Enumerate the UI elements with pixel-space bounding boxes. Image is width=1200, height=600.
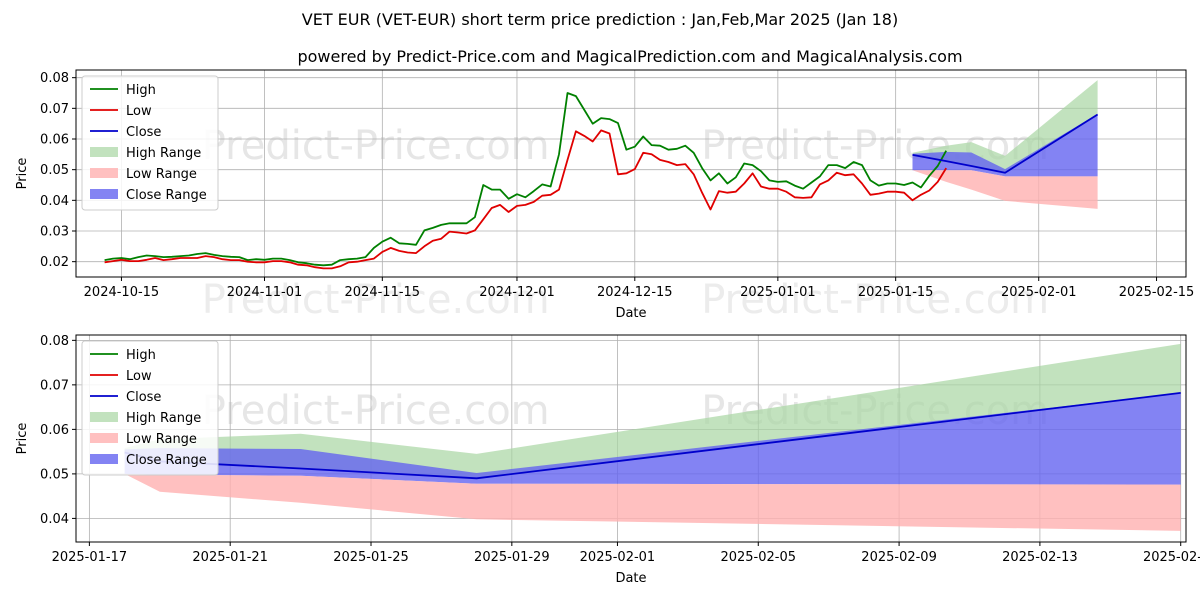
- x-tick-label: 2025-02-09: [861, 550, 937, 565]
- plot-frame: [75, 69, 1187, 278]
- y-tick-label: 0.04: [40, 512, 69, 527]
- legend-label: High: [126, 348, 156, 363]
- y-tick-label: 0.07: [40, 102, 69, 117]
- high-range-legend-swatch: [90, 147, 118, 157]
- legend: High Low Close High Range Low Range Close Ran…: [81, 340, 219, 476]
- x-tick-label: 2025-01-21: [192, 550, 268, 565]
- low-range-area: [912, 170, 1098, 209]
- y-tick-label: 0.08: [40, 334, 69, 349]
- y-axis-label: Price: [15, 158, 30, 190]
- legend-label: High Range: [126, 146, 201, 161]
- legend-label: High Range: [126, 411, 201, 426]
- x-tick-label: 2024-12-15: [597, 285, 673, 300]
- y-axis-label: Price: [15, 423, 30, 455]
- high-range-area: [124, 343, 1181, 479]
- high-range-legend-swatch: [90, 412, 118, 422]
- legend: High Low Close High Range Low Range Close Ran…: [81, 75, 219, 211]
- y-tick-label: 0.02: [40, 255, 69, 270]
- legend-label: Low Range: [126, 432, 197, 447]
- close-range-legend-swatch: [90, 189, 118, 199]
- x-axis-label: Date: [615, 571, 646, 586]
- close-range-area: [124, 392, 1181, 485]
- legend-label: Close: [126, 390, 161, 405]
- x-tick-label: 2025-01-15: [858, 285, 934, 300]
- x-tick-label: 2024-11-15: [345, 285, 421, 300]
- low-range-legend-swatch: [90, 168, 118, 178]
- forecast-panel: Predict-Price.comPredict-Price.com2025-0…: [15, 334, 1200, 586]
- x-tick-label: 2025-02-15: [1119, 285, 1195, 300]
- x-tick-label: 2024-12-01: [479, 285, 555, 300]
- y-tick-label: 0.06: [40, 423, 69, 438]
- x-tick-label: 2025-02-17: [1143, 550, 1200, 565]
- plot-frame: [75, 334, 1187, 543]
- x-tick-label: 2025-01-17: [52, 550, 128, 565]
- x-tick-label: 2025-01-25: [333, 550, 409, 565]
- low-range-area: [124, 473, 1181, 531]
- x-tick-label: 2025-01-29: [474, 550, 550, 565]
- legend-label: Close: [126, 125, 161, 140]
- legend-label: Low: [126, 104, 152, 119]
- close-series-line: [912, 113, 1099, 174]
- y-tick-label: 0.06: [40, 133, 69, 148]
- watermark: Predict-Price.com: [202, 388, 550, 434]
- watermark: Predict-Price.com: [202, 277, 550, 323]
- x-axis-label: Date: [615, 306, 646, 321]
- legend-label: Low Range: [126, 167, 197, 182]
- watermark: Predict-Price.com: [202, 123, 550, 169]
- legend-label: Low: [126, 369, 152, 384]
- low-range-legend-swatch: [90, 433, 118, 443]
- legend-label: Close Range: [126, 188, 207, 203]
- y-tick-label: 0.08: [40, 71, 69, 86]
- x-tick-label: 2025-02-13: [1002, 550, 1078, 565]
- close-range-area: [912, 113, 1098, 177]
- y-tick-label: 0.03: [40, 225, 69, 240]
- chart-subtitle: powered by Predict-Price.com and Magical…: [297, 47, 962, 66]
- x-tick-label: 2025-01-01: [740, 285, 816, 300]
- close-range-legend-swatch: [90, 454, 118, 464]
- x-tick-label: 2025-02-05: [720, 550, 796, 565]
- overview-panel: Predict-Price.com Predict-Price.com Predic…: [15, 69, 1195, 323]
- y-tick-label: 0.07: [40, 378, 69, 393]
- y-tick-label: 0.05: [40, 467, 69, 482]
- high-range-area: [912, 80, 1098, 173]
- legend-label: High: [126, 83, 156, 98]
- x-tick-label: 2025-02-01: [580, 550, 656, 565]
- low-series-line: [104, 129, 947, 270]
- watermark: Predict-Price.com: [701, 277, 1049, 323]
- y-tick-label: 0.05: [40, 163, 69, 178]
- high-series-line: [104, 92, 947, 267]
- y-tick-label: 0.04: [40, 194, 69, 209]
- legend-label: Close Range: [126, 453, 207, 468]
- x-tick-label: 2025-02-01: [1001, 285, 1077, 300]
- x-tick-label: 2024-11-01: [227, 285, 303, 300]
- chart-title: VET EUR (VET-EUR) short term price predi…: [302, 10, 898, 29]
- x-tick-label: 2024-10-15: [84, 285, 160, 300]
